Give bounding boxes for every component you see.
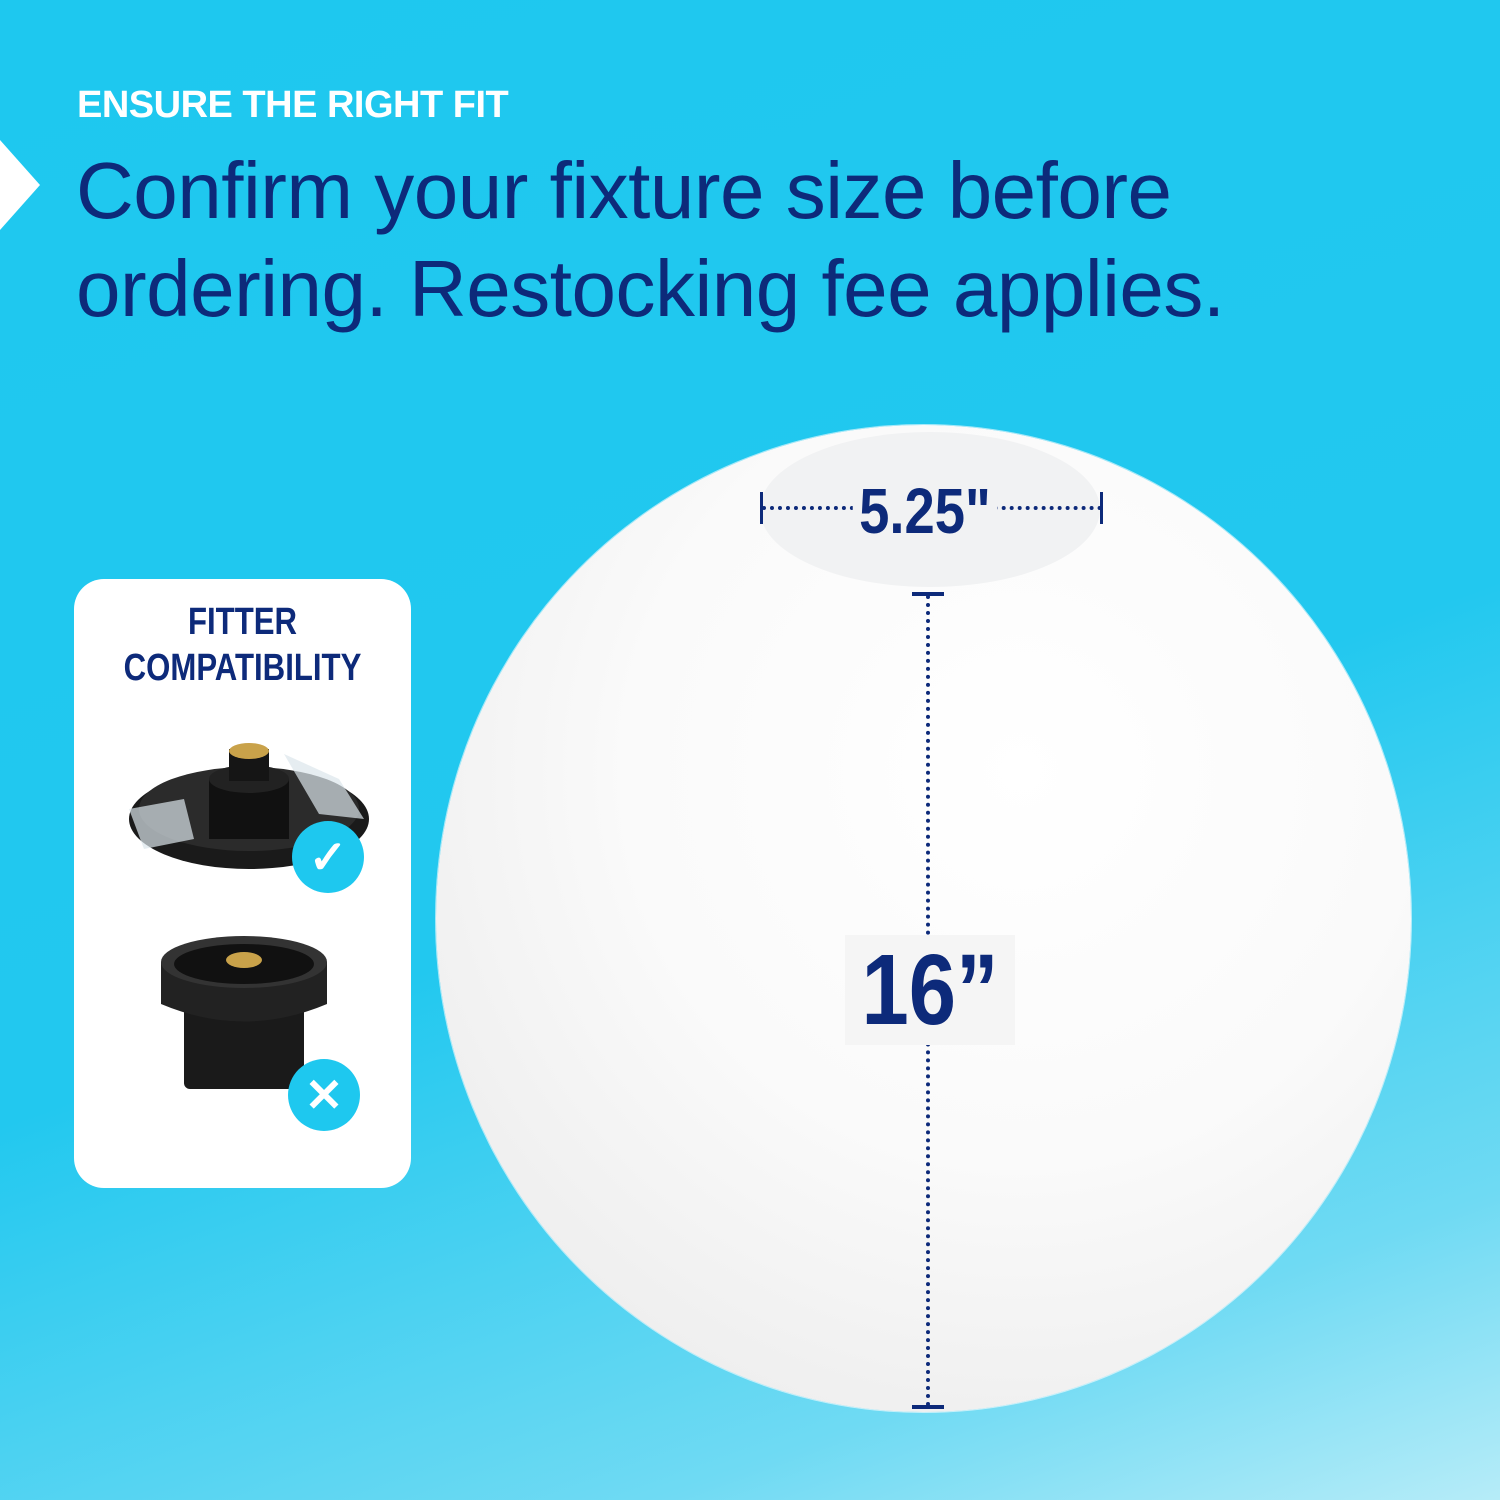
- card-title-line: COMPATIBILITY: [123, 647, 362, 689]
- eyebrow-heading: ENSURE THE RIGHT FIT: [77, 84, 509, 126]
- card-title-line: FITTER: [187, 601, 298, 643]
- dimension-cap: [760, 492, 763, 524]
- dimension-cap: [912, 1405, 944, 1409]
- globe-image: [436, 425, 1411, 1412]
- page-title: Confirm your fixture size before orderin…: [76, 146, 1225, 333]
- x-icon: ✕: [288, 1059, 360, 1131]
- card-title: FITTER COMPATIBILITY: [104, 599, 380, 691]
- diameter-dimension-label: 16”: [845, 935, 1015, 1045]
- dimension-cap: [1100, 492, 1103, 524]
- dimension-cap: [912, 592, 944, 596]
- fitter-compatibility-card: FITTER COMPATIBILITY ✓ ✕: [74, 579, 411, 1188]
- cylindrical-fitter-image: [161, 936, 327, 1089]
- opening-dimension-label: 5.25": [852, 474, 998, 548]
- decorative-notch: [0, 140, 40, 230]
- check-icon: ✓: [292, 821, 364, 893]
